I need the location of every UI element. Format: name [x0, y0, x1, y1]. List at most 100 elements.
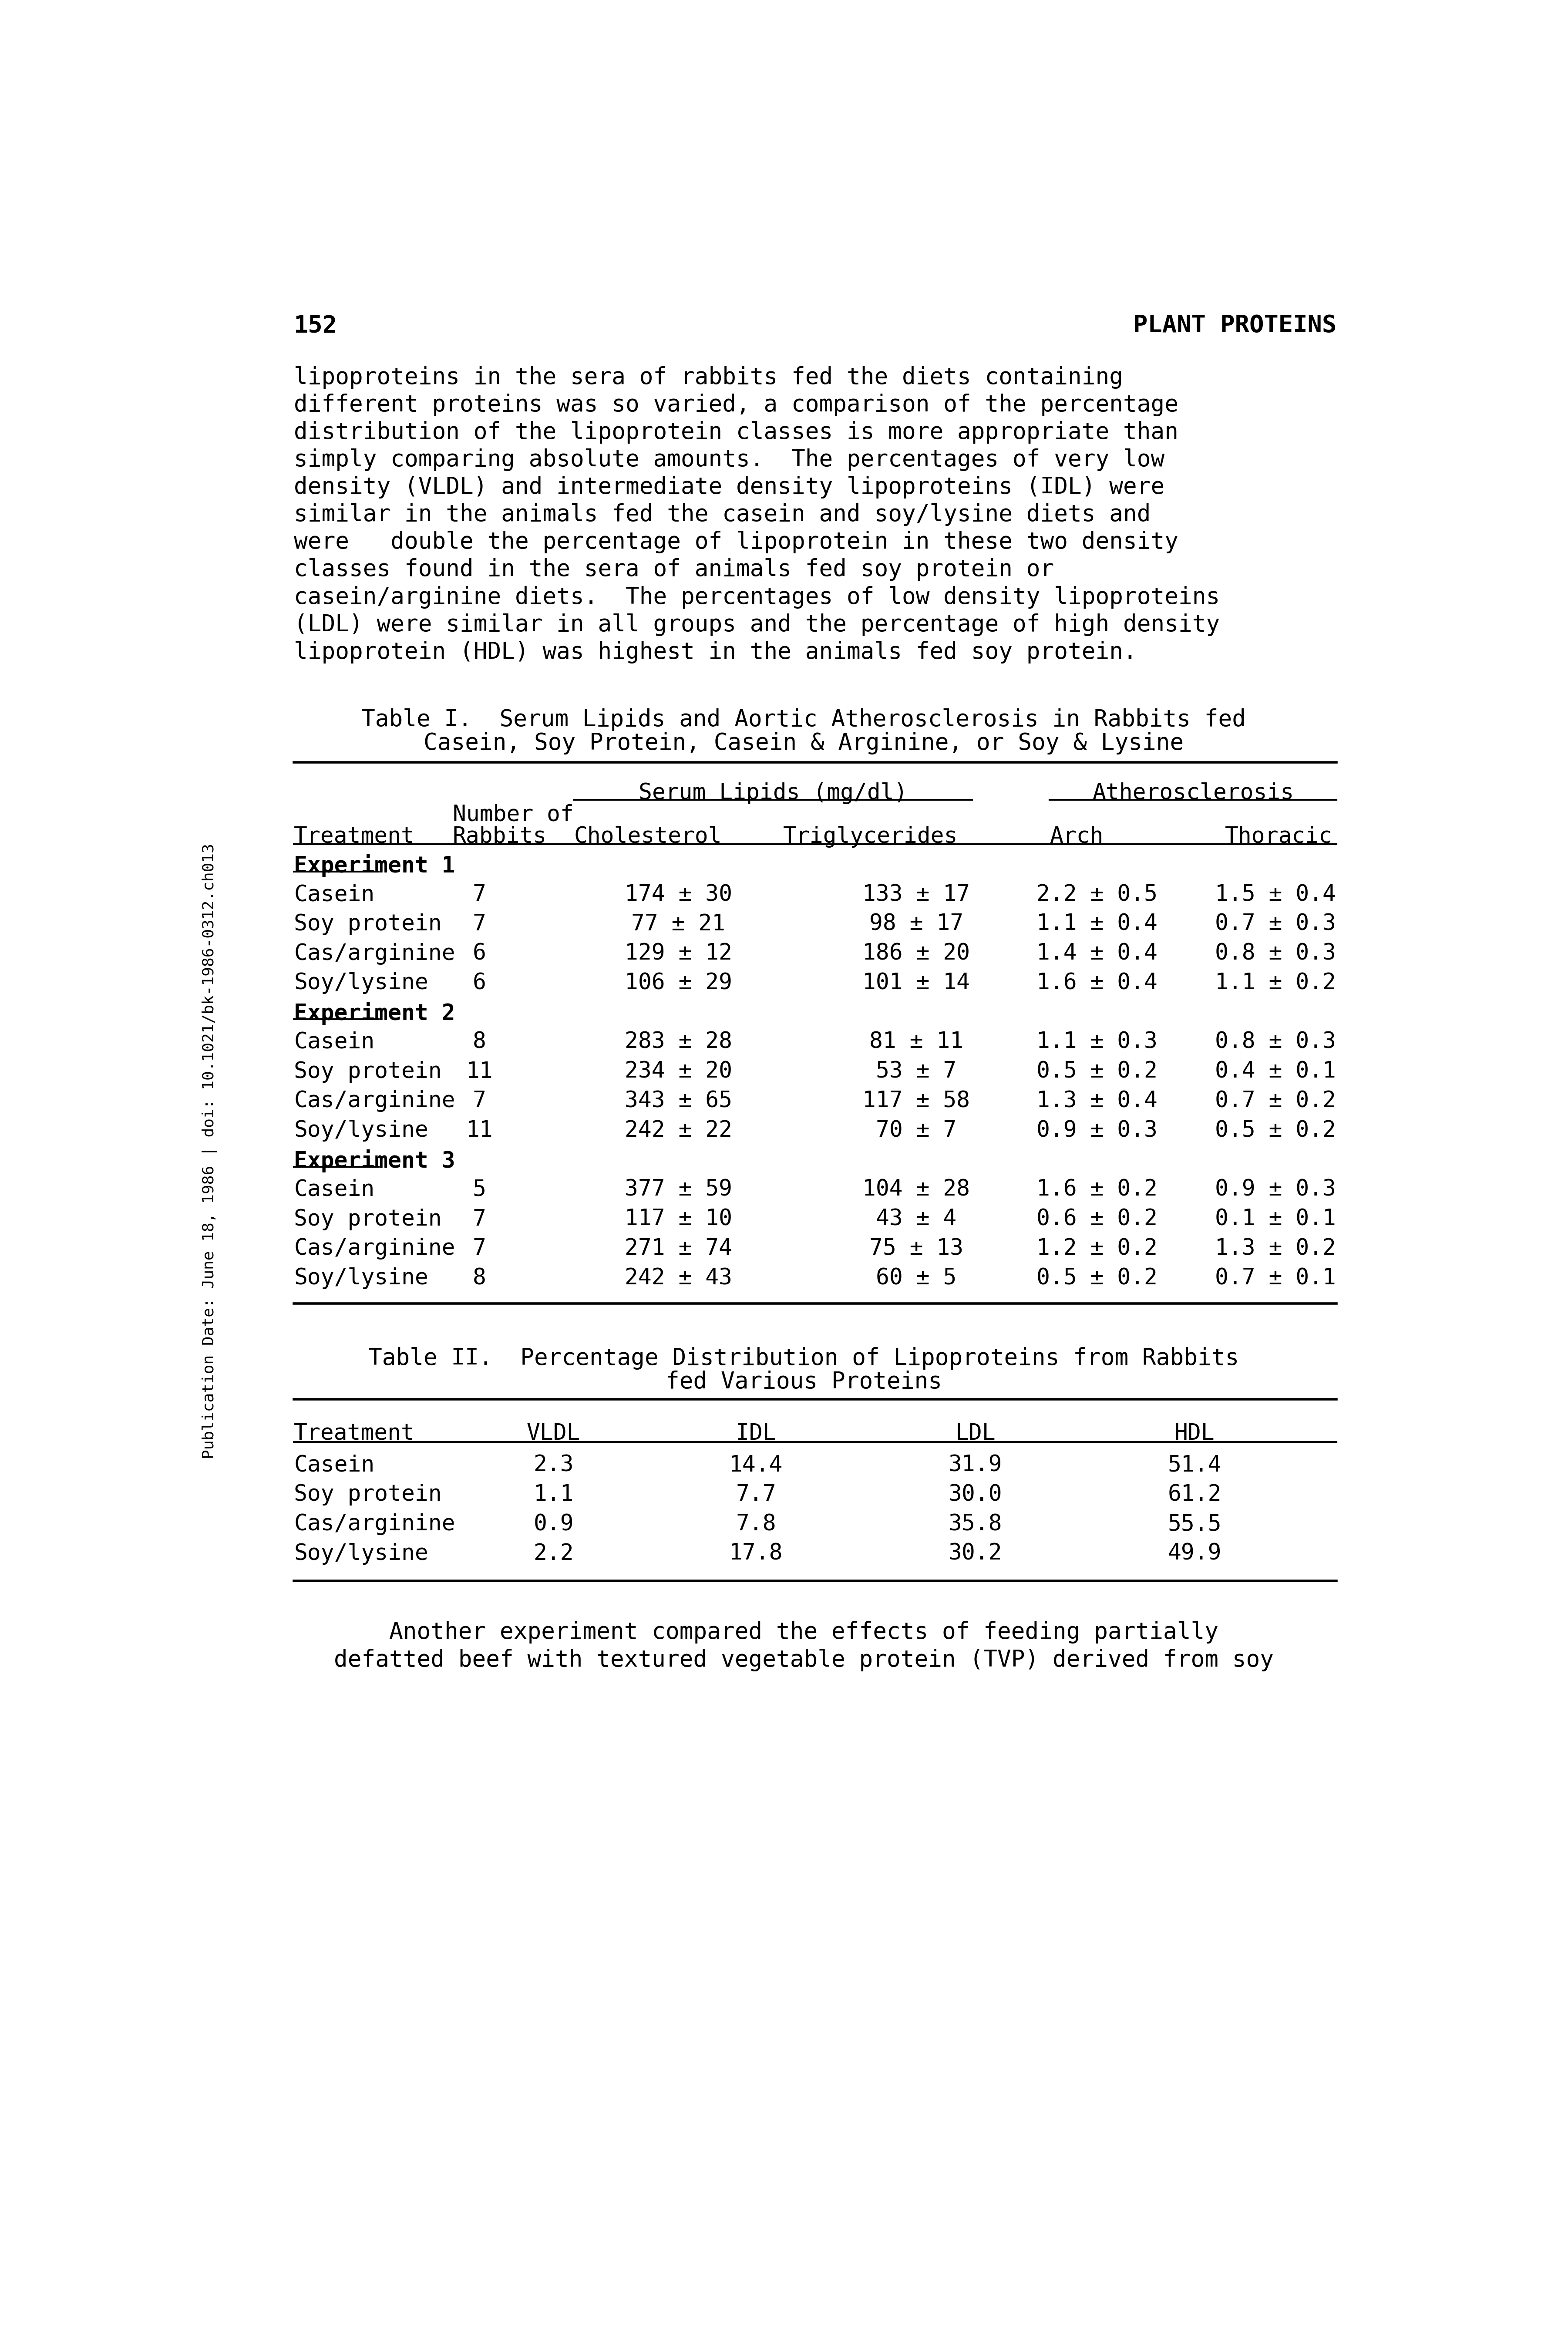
Text: Number of: Number of [453, 804, 574, 825]
Text: 117 ± 58: 117 ± 58 [862, 1091, 971, 1112]
Text: 2.3: 2.3 [533, 1455, 574, 1476]
Text: 117 ± 10: 117 ± 10 [624, 1208, 732, 1230]
Text: Triglycerides: Triglycerides [782, 825, 958, 849]
Text: 104 ± 28: 104 ± 28 [862, 1178, 971, 1201]
Text: 7: 7 [472, 884, 486, 905]
Text: Soy/lysine: Soy/lysine [293, 1267, 428, 1288]
Text: 0.5 ± 0.2: 0.5 ± 0.2 [1036, 1267, 1157, 1288]
Text: Atherosclerosis: Atherosclerosis [1093, 783, 1294, 804]
Text: Thoracic: Thoracic [1225, 825, 1333, 849]
Text: LDL: LDL [955, 1422, 996, 1444]
Text: Experiment 3: Experiment 3 [293, 1150, 455, 1173]
Text: Cas/arginine: Cas/arginine [293, 1239, 455, 1260]
Text: Soy protein: Soy protein [293, 915, 442, 936]
Text: Casein: Casein [293, 1032, 375, 1053]
Text: 81 ± 11: 81 ± 11 [869, 1032, 963, 1053]
Text: 0.7 ± 0.1: 0.7 ± 0.1 [1215, 1267, 1336, 1288]
Text: 133 ± 17: 133 ± 17 [862, 884, 971, 905]
Text: 101 ± 14: 101 ± 14 [862, 973, 971, 994]
Text: fed Various Proteins: fed Various Proteins [665, 1371, 942, 1394]
Text: 11: 11 [466, 1060, 492, 1084]
Text: 343 ± 65: 343 ± 65 [624, 1091, 732, 1112]
Text: Experiment 2: Experiment 2 [293, 1002, 455, 1025]
Text: 70 ± 7: 70 ± 7 [877, 1119, 956, 1143]
Text: 1.1: 1.1 [533, 1483, 574, 1505]
Text: IDL: IDL [735, 1422, 776, 1444]
Text: Casein, Soy Protein, Casein & Arginine, or Soy & Lysine: Casein, Soy Protein, Casein & Arginine, … [423, 731, 1184, 755]
Text: 1.1 ± 0.3: 1.1 ± 0.3 [1036, 1032, 1157, 1053]
Text: 0.9 ± 0.3: 0.9 ± 0.3 [1036, 1119, 1157, 1143]
Text: 129 ± 12: 129 ± 12 [624, 943, 732, 964]
Text: 106 ± 29: 106 ± 29 [624, 973, 732, 994]
Text: Soy protein: Soy protein [293, 1483, 442, 1505]
Text: 1.3 ± 0.4: 1.3 ± 0.4 [1036, 1091, 1157, 1112]
Text: 234 ± 20: 234 ± 20 [624, 1060, 732, 1084]
Text: Soy/lysine: Soy/lysine [293, 1119, 428, 1143]
Text: PLANT PROTEINS: PLANT PROTEINS [1134, 315, 1336, 336]
Text: similar in the animals fed the casein and soy/lysine diets and: similar in the animals fed the casein an… [293, 503, 1151, 527]
Text: 6: 6 [472, 943, 486, 964]
Text: 53 ± 7: 53 ± 7 [877, 1060, 956, 1084]
Text: simply comparing absolute amounts.  The percentages of very low: simply comparing absolute amounts. The p… [293, 449, 1165, 470]
Text: 5: 5 [472, 1178, 486, 1201]
Text: 7: 7 [472, 915, 486, 936]
Text: 0.6 ± 0.2: 0.6 ± 0.2 [1036, 1208, 1157, 1230]
Text: 30.0: 30.0 [949, 1483, 1002, 1505]
Text: 0.4 ± 0.1: 0.4 ± 0.1 [1215, 1060, 1336, 1084]
Text: different proteins was so varied, a comparison of the percentage: different proteins was so varied, a comp… [293, 393, 1179, 416]
Text: 1.6 ± 0.4: 1.6 ± 0.4 [1036, 973, 1157, 994]
Text: were   double the percentage of lipoprotein in these two density: were double the percentage of lipoprotei… [293, 531, 1179, 552]
Text: 7: 7 [472, 1239, 486, 1260]
Text: defatted beef with textured vegetable protein (TVP) derived from soy: defatted beef with textured vegetable pr… [334, 1648, 1273, 1672]
Text: 1.6 ± 0.2: 1.6 ± 0.2 [1036, 1178, 1157, 1201]
Text: Table I.  Serum Lipids and Aortic Atherosclerosis in Rabbits fed: Table I. Serum Lipids and Aortic Atheros… [361, 708, 1247, 731]
Text: 0.8 ± 0.3: 0.8 ± 0.3 [1215, 1032, 1336, 1053]
Text: VLDL: VLDL [527, 1422, 580, 1444]
Text: Table II.  Percentage Distribution of Lipoproteins from Rabbits: Table II. Percentage Distribution of Lip… [368, 1347, 1239, 1371]
Text: 0.7 ± 0.3: 0.7 ± 0.3 [1215, 915, 1336, 936]
Text: 14.4: 14.4 [729, 1455, 782, 1476]
Text: (LDL) were similar in all groups and the percentage of high density: (LDL) were similar in all groups and the… [293, 614, 1220, 637]
Text: Treatment: Treatment [293, 1422, 416, 1444]
Text: 0.7 ± 0.2: 0.7 ± 0.2 [1215, 1091, 1336, 1112]
Text: 98 ± 17: 98 ± 17 [869, 915, 963, 936]
Text: Publication Date: June 18, 1986 | doi: 10.1021/bk-1986-0312.ch013: Publication Date: June 18, 1986 | doi: 1… [202, 844, 218, 1460]
Text: Cas/arginine: Cas/arginine [293, 943, 455, 964]
Text: Soy protein: Soy protein [293, 1060, 442, 1084]
Text: 0.1 ± 0.1: 0.1 ± 0.1 [1215, 1208, 1336, 1230]
Text: Soy protein: Soy protein [293, 1208, 442, 1230]
Text: Casein: Casein [293, 1455, 375, 1476]
Text: 242 ± 43: 242 ± 43 [624, 1267, 732, 1288]
Text: 242 ± 22: 242 ± 22 [624, 1119, 732, 1143]
Text: 31.9: 31.9 [949, 1455, 1002, 1476]
Text: 271 ± 74: 271 ± 74 [624, 1239, 732, 1260]
Text: Cholesterol: Cholesterol [574, 825, 721, 849]
Text: Serum Lipids (mg/dl): Serum Lipids (mg/dl) [638, 783, 908, 804]
Text: 2.2: 2.2 [533, 1542, 574, 1566]
Text: 1.3 ± 0.2: 1.3 ± 0.2 [1215, 1239, 1336, 1260]
Text: Arch: Arch [1049, 825, 1104, 849]
Text: 77 ± 21: 77 ± 21 [632, 915, 726, 936]
Text: 2.2 ± 0.5: 2.2 ± 0.5 [1036, 884, 1157, 905]
Text: 6: 6 [472, 973, 486, 994]
Text: 0.5 ± 0.2: 0.5 ± 0.2 [1215, 1119, 1336, 1143]
Text: lipoprotein (HDL) was highest in the animals fed soy protein.: lipoprotein (HDL) was highest in the ani… [293, 642, 1137, 663]
Text: 43 ± 4: 43 ± 4 [877, 1208, 956, 1230]
Text: distribution of the lipoprotein classes is more appropriate than: distribution of the lipoprotein classes … [293, 421, 1179, 444]
Text: casein/arginine diets.  The percentages of low density lipoproteins: casein/arginine diets. The percentages o… [293, 585, 1220, 609]
Text: Rabbits: Rabbits [453, 825, 547, 849]
Text: 8: 8 [472, 1032, 486, 1053]
Text: Casein: Casein [293, 1178, 375, 1201]
Text: 377 ± 59: 377 ± 59 [624, 1178, 732, 1201]
Text: 8: 8 [472, 1267, 486, 1288]
Text: 1.1 ± 0.2: 1.1 ± 0.2 [1215, 973, 1336, 994]
Text: 35.8: 35.8 [949, 1514, 1002, 1535]
Text: Soy/lysine: Soy/lysine [293, 1542, 428, 1566]
Text: 75 ± 13: 75 ± 13 [869, 1239, 963, 1260]
Text: 174 ± 30: 174 ± 30 [624, 884, 732, 905]
Text: 17.8: 17.8 [729, 1542, 782, 1566]
Text: 283 ± 28: 283 ± 28 [624, 1032, 732, 1053]
Text: Soy/lysine: Soy/lysine [293, 973, 428, 994]
Text: 11: 11 [466, 1119, 492, 1143]
Text: 49.9: 49.9 [1168, 1542, 1221, 1566]
